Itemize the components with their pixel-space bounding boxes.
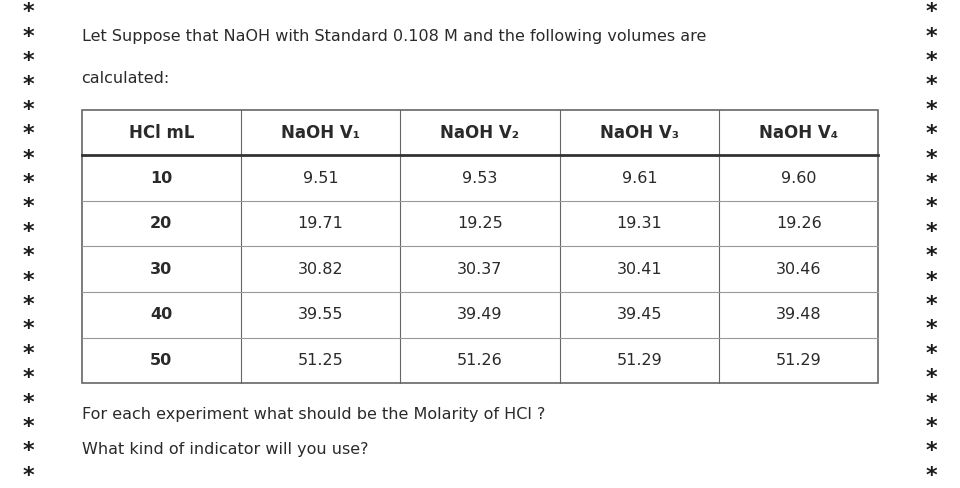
Text: *: * (925, 198, 937, 217)
Text: *: * (925, 2, 937, 22)
Text: 20: 20 (150, 216, 173, 231)
Text: *: * (23, 124, 35, 144)
Text: NaOH V₁: NaOH V₁ (281, 123, 360, 142)
Text: *: * (925, 344, 937, 364)
Text: *: * (23, 271, 35, 290)
Text: 9.60: 9.60 (781, 171, 816, 185)
Text: *: * (23, 466, 35, 486)
Text: *: * (925, 271, 937, 290)
Text: 30.37: 30.37 (457, 262, 503, 277)
Text: *: * (23, 149, 35, 168)
Text: *: * (23, 344, 35, 364)
Text: *: * (925, 417, 937, 437)
Text: 30: 30 (150, 262, 173, 277)
Text: *: * (925, 76, 937, 95)
Text: 30.82: 30.82 (298, 262, 344, 277)
Text: *: * (925, 295, 937, 315)
Text: *: * (925, 149, 937, 168)
Text: 39.48: 39.48 (776, 307, 822, 322)
Text: *: * (925, 466, 937, 486)
Text: *: * (925, 442, 937, 461)
Text: *: * (23, 2, 35, 22)
Text: *: * (925, 124, 937, 144)
Text: *: * (925, 27, 937, 46)
Text: 19.71: 19.71 (298, 216, 344, 231)
Text: *: * (925, 173, 937, 193)
Text: *: * (23, 173, 35, 193)
Text: *: * (23, 76, 35, 95)
Text: *: * (23, 320, 35, 339)
Text: 40: 40 (150, 307, 173, 322)
Text: 30.46: 30.46 (776, 262, 822, 277)
Text: *: * (23, 27, 35, 46)
Text: 50: 50 (150, 353, 173, 368)
Text: *: * (925, 51, 937, 71)
Text: *: * (925, 100, 937, 120)
Text: 30.41: 30.41 (616, 262, 662, 277)
Text: *: * (925, 222, 937, 242)
Text: *: * (23, 222, 35, 242)
Text: 39.55: 39.55 (298, 307, 344, 322)
Text: *: * (23, 51, 35, 71)
Text: Let Suppose that NaOH with Standard 0.108 M and the following volumes are: Let Suppose that NaOH with Standard 0.10… (82, 29, 706, 44)
Text: NaOH V₃: NaOH V₃ (600, 123, 679, 142)
Text: 19.31: 19.31 (616, 216, 662, 231)
Text: *: * (23, 295, 35, 315)
Text: 51.29: 51.29 (776, 353, 822, 368)
Text: *: * (925, 320, 937, 339)
Text: 51.25: 51.25 (298, 353, 344, 368)
Text: 9.61: 9.61 (621, 171, 658, 185)
Text: 10: 10 (150, 171, 173, 185)
Text: 19.25: 19.25 (457, 216, 503, 231)
Bar (82, 110, 878, 383)
Text: *: * (23, 246, 35, 266)
Text: HCl mL: HCl mL (129, 123, 194, 142)
Text: 39.49: 39.49 (457, 307, 503, 322)
Text: calculated:: calculated: (82, 71, 170, 86)
Text: What kind of indicator will you use?: What kind of indicator will you use? (82, 442, 368, 457)
Text: 19.26: 19.26 (776, 216, 822, 231)
Text: *: * (23, 100, 35, 120)
Text: 51.26: 51.26 (457, 353, 503, 368)
Text: *: * (23, 442, 35, 461)
Text: NaOH V₄: NaOH V₄ (759, 123, 838, 142)
Text: *: * (925, 393, 937, 412)
Text: *: * (925, 246, 937, 266)
Text: *: * (23, 417, 35, 437)
Text: *: * (23, 198, 35, 217)
Text: 51.29: 51.29 (616, 353, 662, 368)
Text: *: * (23, 368, 35, 388)
Text: *: * (925, 368, 937, 388)
Text: *: * (23, 393, 35, 412)
Text: 9.53: 9.53 (463, 171, 497, 185)
Text: NaOH V₂: NaOH V₂ (441, 123, 519, 142)
Text: 9.51: 9.51 (302, 171, 339, 185)
Text: For each experiment what should be the Molarity of HCl ?: For each experiment what should be the M… (82, 407, 545, 423)
Text: 39.45: 39.45 (616, 307, 662, 322)
